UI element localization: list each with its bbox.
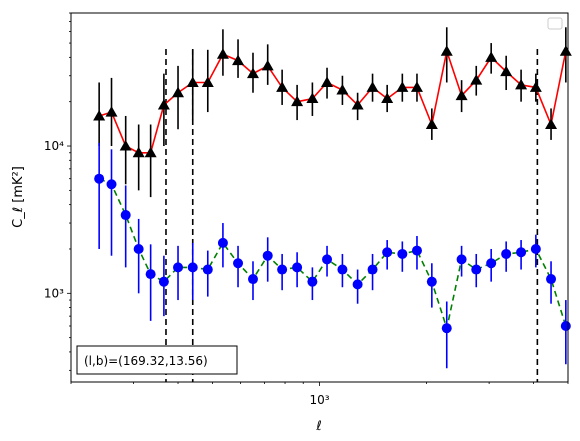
data-point <box>246 67 259 79</box>
data-point <box>336 84 349 95</box>
data-point <box>132 146 145 158</box>
data-point <box>94 173 105 184</box>
data-point <box>173 262 184 273</box>
data-point <box>381 92 394 104</box>
data-point <box>307 276 318 287</box>
x-tick-label: 10³ <box>309 393 329 407</box>
data-point <box>233 258 244 269</box>
legend-box <box>547 17 563 30</box>
data-point <box>145 269 156 280</box>
data-point <box>546 274 557 285</box>
data-point <box>455 89 468 101</box>
data-point <box>471 264 482 275</box>
annotation-text: (l,b)=(169.32,13.56) <box>84 354 208 368</box>
data-point <box>202 264 213 275</box>
data-point <box>306 92 319 104</box>
data-point <box>232 54 245 66</box>
data-point <box>217 237 228 248</box>
data-point <box>485 51 498 62</box>
data-point <box>144 146 157 158</box>
data-point <box>397 248 408 259</box>
annotation-box <box>76 345 238 375</box>
data-point <box>201 76 214 87</box>
data-point <box>337 264 348 275</box>
data-point <box>106 179 117 190</box>
data-point <box>530 243 541 254</box>
data-point <box>262 250 273 261</box>
data-series <box>93 27 572 369</box>
data-point <box>486 258 497 269</box>
data-point <box>158 276 169 287</box>
data-point <box>396 81 409 92</box>
data-point <box>560 320 571 331</box>
y-axis-label: C_ℓ [mK²] <box>11 166 26 228</box>
data-point <box>186 76 199 87</box>
data-point <box>105 106 118 117</box>
data-point <box>321 76 334 87</box>
data-point <box>351 98 364 110</box>
x-axis-label: ℓ <box>315 419 321 434</box>
data-point <box>216 48 229 59</box>
data-point <box>367 264 378 275</box>
data-point <box>322 254 333 265</box>
data-point <box>120 210 131 221</box>
data-point <box>352 279 363 290</box>
data-point <box>366 81 379 92</box>
data-point <box>119 140 132 151</box>
data-point <box>292 262 303 273</box>
data-point <box>529 81 542 92</box>
data-point <box>559 45 572 56</box>
data-point <box>515 78 528 90</box>
data-point <box>545 118 558 129</box>
data-point <box>276 81 289 92</box>
y-tick-label: 10⁴ <box>44 139 64 153</box>
series-0 <box>93 27 572 198</box>
data-point <box>501 248 512 259</box>
data-point <box>172 86 185 98</box>
series-1 <box>94 142 571 369</box>
data-point <box>500 65 513 77</box>
data-point <box>247 274 258 285</box>
data-point <box>261 59 274 71</box>
data-point <box>411 245 422 256</box>
data-point <box>187 262 198 273</box>
data-point <box>425 118 438 129</box>
data-point <box>470 74 483 85</box>
data-point <box>133 243 144 254</box>
data-point <box>382 247 393 258</box>
data-point <box>277 264 288 275</box>
data-point <box>410 81 423 92</box>
data-point <box>426 276 437 287</box>
data-point <box>440 45 453 56</box>
data-point <box>441 323 452 334</box>
y-tick-label: 10³ <box>44 286 64 300</box>
data-point <box>157 98 170 110</box>
data-point <box>456 254 467 265</box>
data-point <box>291 95 304 107</box>
data-point <box>516 247 527 258</box>
axis-ticks: 10³ 10³ 10⁴ <box>44 12 569 407</box>
data-point <box>93 109 106 121</box>
